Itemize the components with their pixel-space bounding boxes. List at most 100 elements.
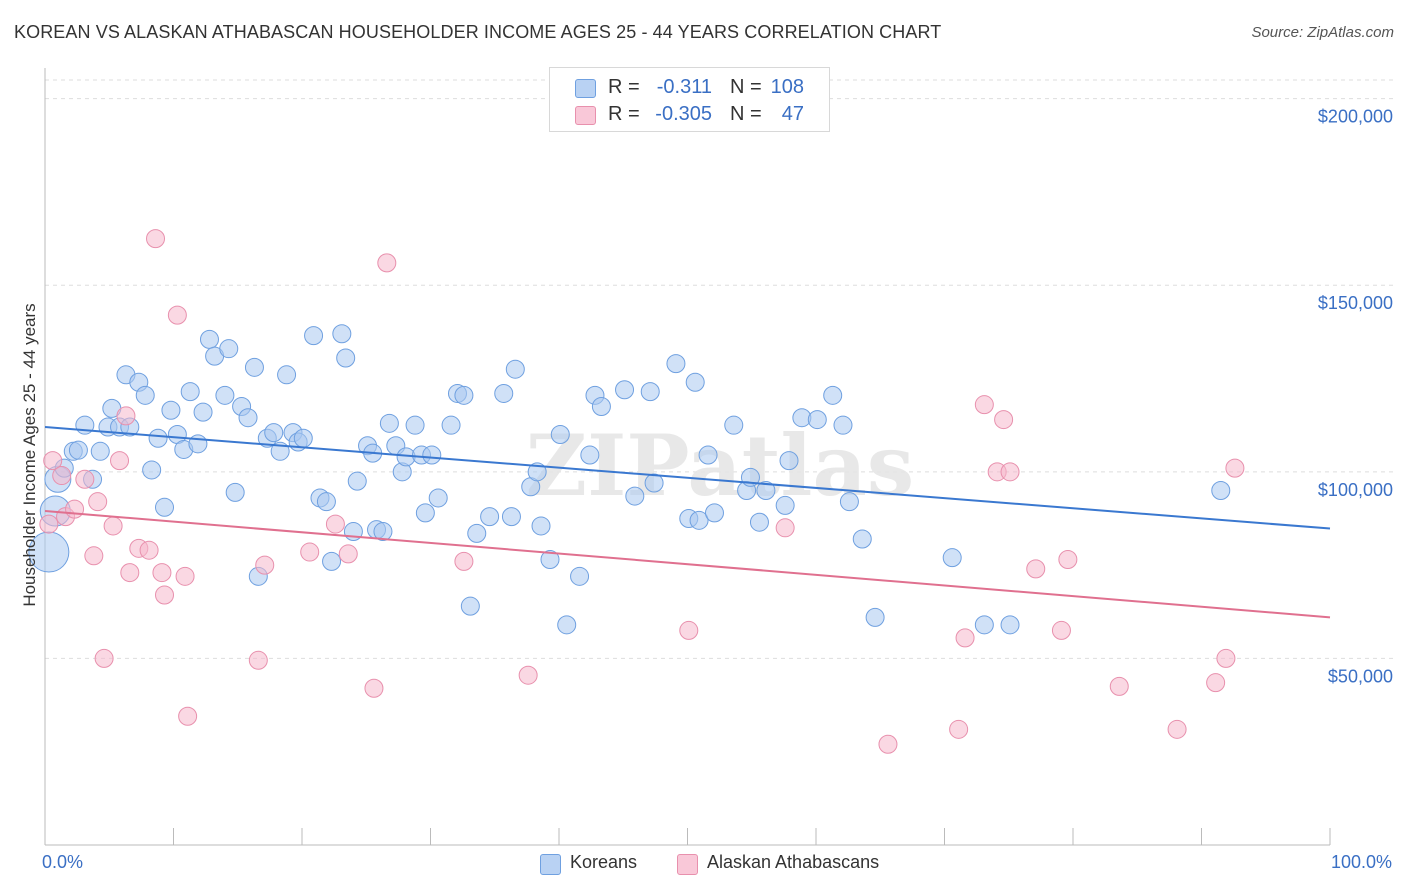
- athabascan-point: [39, 514, 59, 534]
- korean-point: [625, 486, 645, 506]
- korean-point: [591, 397, 611, 417]
- korean-point: [501, 507, 521, 527]
- r-label: R =: [608, 76, 640, 98]
- koreans-swatch: [575, 79, 596, 98]
- korean-point: [644, 473, 664, 493]
- y-tick-label: $150,000: [1318, 293, 1393, 313]
- korean-point: [332, 324, 352, 344]
- korean-point: [135, 385, 155, 405]
- korean-point: [155, 497, 175, 517]
- athabascan-point: [325, 514, 345, 534]
- legend-row-athabascans: R = -0.305 N = 47: [550, 102, 829, 128]
- korean-point: [379, 413, 399, 433]
- athabascan-point: [364, 678, 384, 698]
- korean-point: [441, 415, 461, 435]
- korean-point: [219, 339, 239, 359]
- korean-point: [1000, 615, 1020, 635]
- athabascan-point: [116, 406, 136, 426]
- korean-point: [193, 402, 213, 422]
- korean-point: [505, 359, 525, 379]
- korean-point: [428, 488, 448, 508]
- athabascan-point: [1206, 673, 1226, 693]
- korean-point: [215, 385, 235, 405]
- korean-point: [293, 428, 313, 448]
- athabascan-point: [955, 628, 975, 648]
- korean-point: [833, 415, 853, 435]
- athabascan-point: [88, 492, 108, 512]
- athabascan-point: [994, 410, 1014, 430]
- n-value: 47: [781, 103, 804, 125]
- athabascan-point: [300, 542, 320, 562]
- r-label: R =: [608, 103, 640, 125]
- korean-point: [225, 482, 245, 502]
- athabascan-point: [1058, 550, 1078, 570]
- athabascan-point: [43, 451, 63, 471]
- athabascan-point: [103, 516, 123, 536]
- athabascans-swatch: [677, 854, 698, 875]
- korean-point: [336, 348, 356, 368]
- athabascan-point: [75, 469, 95, 489]
- athabascan-point: [255, 555, 275, 575]
- korean-point: [460, 596, 480, 616]
- korean-point: [90, 441, 110, 461]
- korean-point: [704, 503, 724, 523]
- korean-point: [199, 329, 219, 349]
- athabascan-point: [155, 585, 175, 605]
- korean-point: [839, 492, 859, 512]
- athabascan-point: [120, 563, 140, 583]
- x-axis-min-label: 0.0%: [42, 852, 84, 872]
- y-tick-label: $50,000: [1328, 666, 1393, 686]
- athabascan-point: [974, 395, 994, 415]
- source-credit: Source: ZipAtlas.com: [1251, 24, 1394, 41]
- korean-point: [615, 380, 635, 400]
- athabascan-point: [167, 305, 187, 325]
- legend-label-koreans: Koreans: [570, 852, 638, 872]
- korean-trend-line: [44, 426, 1331, 530]
- r-value: -0.305: [655, 103, 712, 125]
- korean-point: [1211, 480, 1231, 500]
- korean-point: [531, 516, 551, 536]
- korean-point: [238, 408, 258, 428]
- korean-point: [640, 382, 660, 402]
- korean-point: [347, 471, 367, 491]
- athabascan-point: [949, 719, 969, 739]
- athabascans-swatch: [575, 106, 596, 125]
- athabascan-point: [52, 466, 72, 486]
- korean-point: [373, 522, 393, 542]
- korean-point: [68, 440, 88, 460]
- y-tick-label: $100,000: [1318, 480, 1393, 500]
- athabascan-point: [1216, 648, 1236, 668]
- series-legend: Koreans Alaskan Athabascans: [0, 852, 1406, 878]
- athabascan-point: [1051, 620, 1071, 640]
- korean-point: [540, 550, 560, 570]
- korean-point: [756, 480, 776, 500]
- athabascan-point: [110, 451, 130, 471]
- y-tick-label: $200,000: [1318, 107, 1393, 127]
- korean-point: [454, 385, 474, 405]
- legend-label-athabascans: Alaskan Athabascans: [707, 852, 880, 872]
- athabascan-point: [139, 540, 159, 560]
- r-value: -0.311: [656, 76, 712, 98]
- athabascan-point: [679, 620, 699, 640]
- korean-point: [685, 372, 705, 392]
- korean-point: [698, 445, 718, 465]
- athabascan-point: [1026, 559, 1046, 579]
- korean-point: [942, 548, 962, 568]
- korean-point: [570, 566, 590, 586]
- korean-point: [405, 415, 425, 435]
- athabascan-trend-line: [44, 510, 1331, 619]
- korean-point: [180, 382, 200, 402]
- korean-point: [467, 523, 487, 543]
- korean-point: [724, 415, 744, 435]
- chart-title: KOREAN VS ALASKAN ATHABASCAN HOUSEHOLDER…: [14, 22, 942, 42]
- y-axis-label: Householder Income Ages 25 - 44 years: [20, 303, 39, 607]
- athabascan-point: [878, 734, 898, 754]
- korean-point: [244, 357, 264, 377]
- korean-point: [775, 495, 795, 515]
- korean-point: [142, 460, 162, 480]
- korean-point: [148, 428, 168, 448]
- athabascan-point: [518, 665, 538, 685]
- korean-point: [264, 423, 284, 443]
- korean-point: [161, 400, 181, 420]
